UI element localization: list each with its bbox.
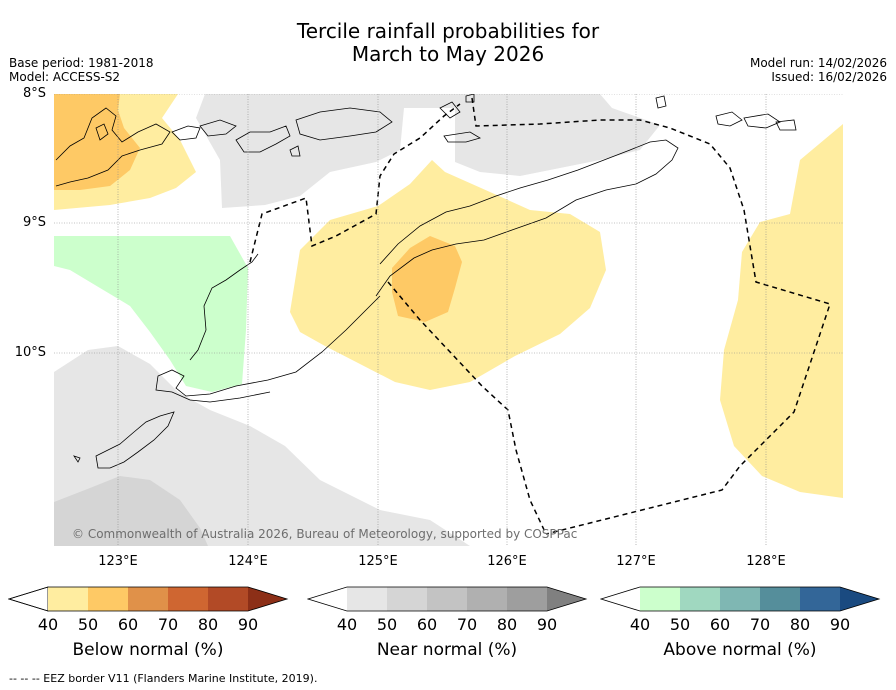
- near-normal-region-southwest-darker: [54, 476, 208, 546]
- near-tick-50: 50: [376, 615, 398, 634]
- below-normal-color-5: [208, 587, 248, 611]
- below-tick-90: 90: [237, 615, 259, 634]
- run-info: Model run: 14/02/2026 Issued: 16/02/2026: [750, 56, 887, 84]
- above-normal-color-5: [800, 587, 840, 611]
- lon-label-126e: 126°E: [487, 554, 527, 569]
- eez-borders: [249, 97, 831, 535]
- near-tick-70: 70: [456, 615, 478, 634]
- lat-label-9s: 9°S: [22, 215, 46, 230]
- below-normal-label: Below normal (%): [72, 640, 224, 660]
- above-tick-60: 60: [709, 615, 731, 634]
- lon-label-123e: 123°E: [98, 554, 138, 569]
- above-tick-70: 70: [749, 615, 771, 634]
- near-normal-colorbar: [307, 586, 588, 612]
- below-normal-region-central-core: [392, 236, 462, 322]
- above-normal-color-2: [680, 587, 720, 611]
- above-normal-color-0: [601, 587, 640, 611]
- title-line-1: Tercile rainfall probabilities for: [296, 19, 600, 43]
- below-normal-color-2: [88, 587, 128, 611]
- model-name: Model: ACCESS-S2: [9, 70, 121, 84]
- near-normal-color-5: [507, 587, 547, 611]
- above-normal-color-6: [840, 587, 879, 611]
- below-normal-color-1: [48, 587, 88, 611]
- below-tick-80: 80: [197, 615, 219, 634]
- above-normal-label: Above normal (%): [663, 640, 817, 660]
- model-info: Base period: 1981-2018 Model: ACCESS-S2: [9, 56, 154, 84]
- lon-label-127e: 127°E: [616, 554, 656, 569]
- near-tick-40: 40: [336, 615, 358, 634]
- near-tick-60: 60: [416, 615, 438, 634]
- map-canvas: [54, 94, 843, 546]
- above-tick-40: 40: [629, 615, 651, 634]
- below-normal-color-3: [128, 587, 168, 611]
- eez-note: -- -- -- EEZ border V11 (Flanders Marine…: [9, 672, 318, 685]
- model-run: Model run: 14/02/2026: [749, 56, 887, 70]
- lat-label-8s: 8°S: [22, 86, 46, 101]
- above-normal-color-4: [760, 587, 800, 611]
- near-normal-region-north: [196, 94, 458, 208]
- issued-date: Issued: 16/02/2026: [771, 70, 887, 84]
- below-normal-color-6: [248, 587, 287, 611]
- below-normal-color-4: [168, 587, 208, 611]
- above-normal-color-1: [640, 587, 680, 611]
- near-normal-color-0: [308, 587, 347, 611]
- lon-label-124e: 124°E: [228, 554, 268, 569]
- lon-label-128e: 128°E: [746, 554, 786, 569]
- below-tick-40: 40: [37, 615, 59, 634]
- above-tick-80: 80: [789, 615, 811, 634]
- above-normal-color-3: [720, 587, 760, 611]
- gridlines: [54, 94, 843, 546]
- below-normal-color-0: [8, 586, 49, 612]
- near-tick-90: 90: [536, 615, 558, 634]
- base-period: Base period: 1981-2018: [9, 56, 154, 70]
- below-tick-70: 70: [157, 615, 179, 634]
- near-normal-region-northeast: [455, 94, 660, 176]
- near-normal-color-4: [467, 587, 507, 611]
- below-normal-region-east: [720, 124, 843, 498]
- above-normal-colorbar: [600, 586, 881, 612]
- lon-label-125e: 125°E: [358, 554, 398, 569]
- below-normal-region-northwest-core: [54, 94, 140, 190]
- near-normal-color-1: [347, 587, 387, 611]
- above-tick-50: 50: [669, 615, 691, 634]
- below-normal-colorbar: [8, 586, 289, 612]
- near-normal-color-2: [387, 587, 427, 611]
- below-tick-50: 50: [77, 615, 99, 634]
- near-tick-80: 80: [496, 615, 518, 634]
- copyright-credit: © Commonwealth of Australia 2026, Bureau…: [72, 527, 578, 541]
- above-tick-90: 90: [829, 615, 851, 634]
- near-normal-color-6: [547, 587, 586, 611]
- near-normal-label: Near normal (%): [376, 640, 518, 660]
- near-normal-color-3: [427, 587, 467, 611]
- map-title: Tercile rainfall probabilities for March…: [0, 20, 896, 66]
- below-tick-60: 60: [117, 615, 139, 634]
- lat-label-10s: 10°S: [14, 345, 46, 360]
- title-line-2: March to May 2026: [351, 42, 545, 66]
